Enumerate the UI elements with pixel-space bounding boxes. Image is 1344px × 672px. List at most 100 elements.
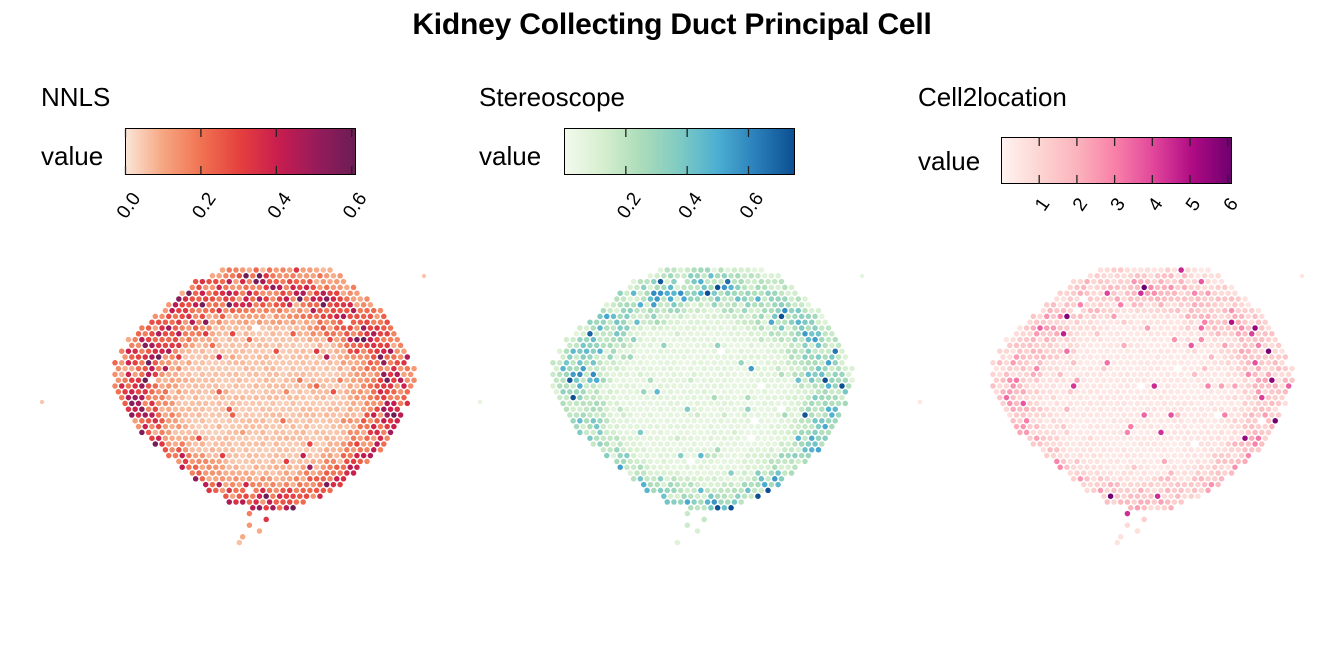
spot (721, 354, 728, 360)
spot (286, 406, 293, 412)
spot (1279, 383, 1285, 389)
spot (1262, 412, 1268, 418)
spot (357, 365, 364, 372)
spot (1117, 429, 1124, 436)
spot (293, 371, 300, 378)
spot (327, 371, 333, 378)
spot (1037, 325, 1043, 331)
spot (1158, 336, 1164, 343)
spot (192, 325, 199, 331)
spot (617, 325, 623, 331)
spot (758, 452, 765, 459)
spot (1107, 365, 1114, 372)
spot (815, 365, 822, 372)
spot (708, 493, 714, 499)
spot (1245, 336, 1252, 343)
spot (239, 267, 246, 273)
spot (1114, 331, 1121, 337)
spot (1087, 342, 1094, 349)
spot (384, 400, 390, 407)
spot (1020, 400, 1026, 407)
spot (1218, 383, 1225, 389)
spot (216, 481, 222, 488)
spot (387, 371, 394, 378)
spot (1201, 423, 1208, 430)
spot (761, 389, 768, 395)
spot (1171, 302, 1178, 308)
spot (674, 377, 681, 383)
spot (286, 464, 293, 470)
spot (1148, 481, 1154, 488)
spot (634, 423, 640, 430)
spot (718, 429, 724, 436)
spot (778, 290, 785, 296)
spot (772, 313, 778, 320)
spot (283, 365, 290, 372)
spot (213, 371, 219, 378)
spot (731, 325, 738, 331)
spot (189, 412, 196, 418)
spot (337, 307, 343, 314)
spot (142, 342, 148, 349)
spot (273, 487, 280, 494)
spot (1164, 441, 1171, 447)
spot (829, 377, 835, 383)
spot (1164, 290, 1171, 296)
spot (1111, 499, 1117, 505)
spot (604, 325, 610, 331)
spot (172, 452, 179, 459)
spot (597, 394, 603, 401)
spot (1151, 383, 1158, 389)
spot (798, 383, 805, 389)
spot (1134, 284, 1141, 291)
spot (1228, 365, 1235, 372)
spot (145, 336, 152, 343)
spot (711, 290, 718, 296)
spot (772, 452, 778, 459)
spot (1178, 394, 1184, 401)
spot (350, 389, 357, 395)
spot (213, 360, 219, 366)
spot (1225, 302, 1231, 308)
spot (701, 354, 707, 360)
spot (677, 499, 684, 505)
spot (728, 342, 734, 349)
spot (735, 284, 741, 291)
spot (1134, 354, 1141, 360)
spot (250, 447, 256, 453)
spot (1144, 348, 1151, 354)
spot (708, 365, 714, 372)
spot (731, 313, 738, 320)
spot (327, 278, 333, 285)
spot (1111, 394, 1117, 401)
spot (597, 336, 603, 343)
spot (327, 441, 333, 447)
spot (411, 365, 417, 372)
spot (667, 354, 674, 360)
spot (1208, 458, 1215, 465)
spot (1077, 383, 1084, 389)
spot (229, 354, 236, 360)
spot (246, 383, 253, 389)
spot (1141, 319, 1147, 325)
spot (152, 418, 159, 424)
spot (1077, 302, 1084, 308)
spot (155, 412, 162, 418)
spot (775, 470, 781, 476)
spot (1080, 423, 1087, 430)
spot (139, 325, 145, 331)
spot (657, 278, 664, 285)
spot (1198, 360, 1205, 366)
spot (213, 336, 219, 343)
spot (290, 377, 296, 383)
spot (782, 342, 788, 349)
spot (755, 365, 761, 372)
spot (1181, 331, 1188, 337)
spot (654, 435, 660, 441)
spot (1195, 493, 1201, 499)
spot (1238, 429, 1245, 436)
spot (1265, 429, 1272, 436)
spot (347, 360, 353, 366)
spot (698, 278, 704, 285)
spot (149, 319, 155, 325)
